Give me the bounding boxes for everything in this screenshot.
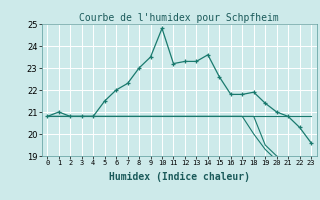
Title: Courbe de l'humidex pour Schpfheim: Courbe de l'humidex pour Schpfheim (79, 13, 279, 23)
X-axis label: Humidex (Indice chaleur): Humidex (Indice chaleur) (109, 172, 250, 182)
